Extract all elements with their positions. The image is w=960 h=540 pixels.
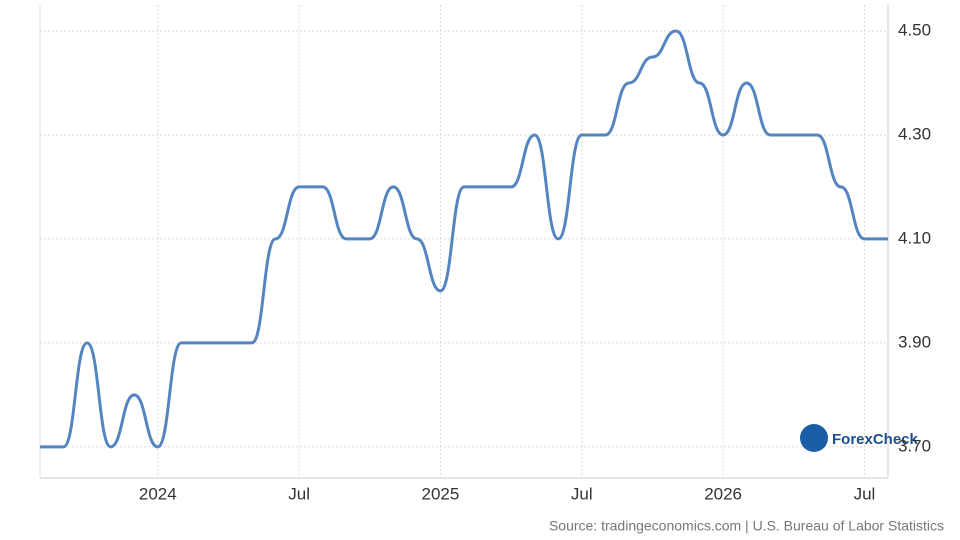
y-tick-label: 3.70 xyxy=(898,436,931,455)
y-tick-label: 4.30 xyxy=(898,124,931,143)
watermark: ForexCheck xyxy=(800,424,919,452)
x-tick-label: Jul xyxy=(571,484,593,503)
x-tick-label: 2024 xyxy=(139,484,177,503)
y-tick-label: 3.90 xyxy=(898,332,931,351)
x-tick-label: Jul xyxy=(288,484,310,503)
watermark-logo xyxy=(800,424,828,452)
x-tick-label: Jul xyxy=(854,484,876,503)
x-tick-label: 2026 xyxy=(704,484,742,503)
source: Source: tradingeconomics.com | U.S. Bure… xyxy=(549,518,944,534)
y-tick-label: 4.50 xyxy=(898,20,931,39)
y-tick-label: 4.10 xyxy=(898,228,931,247)
watermark-text: ForexCheck xyxy=(832,431,919,448)
x-tick-label: 2025 xyxy=(422,484,460,503)
line-series xyxy=(40,29,888,449)
